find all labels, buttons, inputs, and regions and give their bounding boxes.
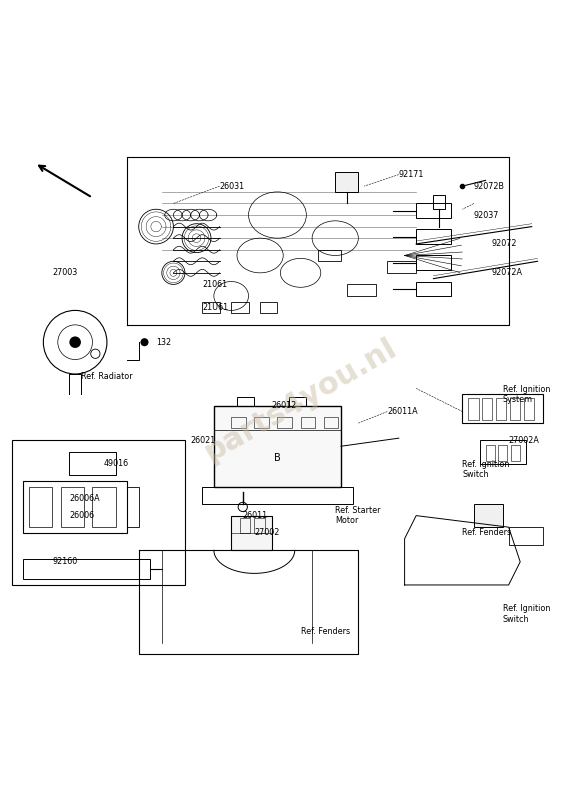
Bar [92, 486, 116, 527]
Text: 26021: 26021 [191, 436, 216, 445]
Text: Ref. Fenders: Ref. Fenders [462, 529, 512, 538]
Bar [486, 445, 495, 461]
Text: 21061: 21061 [202, 280, 227, 289]
Bar [496, 398, 506, 420]
Bar [301, 417, 315, 429]
Bar [202, 302, 220, 314]
Bar [260, 302, 277, 314]
Text: Ref. Ignition
System: Ref. Ignition System [503, 385, 550, 404]
Circle shape [140, 338, 149, 346]
Text: parts4you.nl: parts4you.nl [199, 333, 402, 467]
Bar [324, 417, 338, 429]
Bar [510, 398, 520, 420]
Text: 92072B: 92072B [474, 182, 505, 190]
Bar [335, 172, 358, 192]
Bar [69, 452, 116, 475]
Bar [127, 486, 139, 527]
Bar [416, 203, 451, 218]
Text: 21U61: 21U61 [202, 303, 228, 312]
Bar [214, 406, 341, 486]
Bar [509, 527, 543, 545]
Text: 26006: 26006 [69, 511, 94, 520]
Text: 92160: 92160 [52, 558, 77, 566]
Bar [511, 445, 520, 461]
Bar [416, 255, 451, 270]
Text: 26031: 26031 [220, 182, 244, 190]
Bar [240, 518, 250, 533]
Text: 132: 132 [156, 338, 171, 346]
Text: 92171: 92171 [399, 170, 424, 179]
Bar [524, 398, 534, 420]
Bar [231, 417, 246, 429]
Text: 27003: 27003 [52, 268, 77, 278]
Text: 26012: 26012 [272, 402, 297, 410]
Bar [480, 441, 526, 463]
Bar [482, 398, 492, 420]
Bar [23, 481, 127, 533]
Text: B: B [274, 454, 281, 463]
Text: Ref. Ignition
Switch: Ref. Ignition Switch [503, 604, 550, 623]
Bar [318, 250, 341, 262]
Bar [61, 486, 84, 527]
Bar [468, 398, 479, 420]
Text: Ref. Fenders: Ref. Fenders [301, 626, 350, 636]
Bar [29, 486, 52, 527]
Text: Ref. Radiator: Ref. Radiator [81, 372, 132, 382]
Bar [347, 284, 376, 296]
Text: 26011A: 26011A [387, 407, 418, 416]
Text: 26006A: 26006A [69, 494, 100, 502]
Bar [416, 282, 451, 296]
Bar [254, 417, 269, 429]
Text: 92037: 92037 [474, 210, 499, 219]
Bar [289, 397, 306, 406]
Text: 26011: 26011 [243, 511, 268, 520]
Bar [387, 262, 416, 273]
Text: 92072: 92072 [491, 239, 517, 249]
Bar [277, 417, 292, 429]
Text: 49016: 49016 [104, 459, 129, 468]
Bar [237, 397, 254, 406]
Text: 27002A: 27002A [509, 436, 539, 445]
Bar [254, 518, 265, 533]
Bar [462, 394, 543, 423]
Bar [231, 516, 272, 550]
Bar [23, 559, 150, 579]
Text: Ref. Starter
Motor: Ref. Starter Motor [335, 506, 381, 526]
Bar [202, 486, 353, 504]
Text: 27002: 27002 [254, 529, 280, 538]
Bar [231, 302, 249, 314]
Bar [416, 230, 451, 244]
Bar [12, 441, 185, 585]
Text: 92072A: 92072A [491, 268, 523, 278]
Bar [498, 445, 507, 461]
Text: Ref. Ignition
Switch: Ref. Ignition Switch [462, 460, 510, 479]
Bar [434, 195, 445, 210]
Circle shape [69, 337, 81, 348]
Bar [474, 504, 503, 527]
